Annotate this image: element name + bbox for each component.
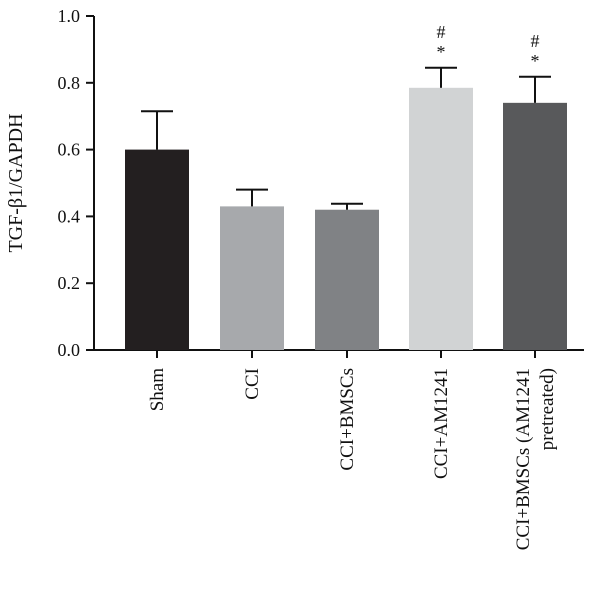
- y-tick-label: 1.0: [58, 6, 81, 26]
- y-tick-label: 0.4: [58, 206, 81, 226]
- significance-marker: *: [531, 51, 540, 71]
- bar: [315, 209, 379, 350]
- category-label-group: CCI: [242, 368, 263, 400]
- category-label-group: Sham: [147, 368, 168, 412]
- y-tick-label: 0.6: [58, 140, 81, 160]
- significance-marker: #: [531, 31, 540, 51]
- y-ticks: 0.0 0.2 0.4 0.6 0.8 1.0: [58, 6, 94, 360]
- bar: [220, 206, 284, 350]
- bar: [125, 149, 189, 350]
- y-tick-label: 0.0: [58, 340, 81, 360]
- bar: [503, 102, 567, 350]
- bars: [125, 87, 567, 358]
- significance-marker: #: [437, 22, 446, 42]
- category-label: Sham: [147, 368, 168, 412]
- category-label: CCI: [242, 368, 263, 400]
- category-label-group: CCI+AM1241: [431, 368, 452, 479]
- bar: [409, 87, 473, 350]
- significance-markers: #*#*: [437, 22, 540, 71]
- category-label-group: CCI+BMSCs (AM1241 pretreated): [513, 368, 558, 550]
- error-bars: [141, 66, 551, 210]
- category-label: CCI+AM1241: [431, 368, 452, 479]
- category-labels: Sham CCI CCI+BMSCs CCI+AM1241 CCI+BMSCs (AM1…: [147, 368, 558, 551]
- category-label: CCI+BMSCs (AM1241: [513, 368, 534, 550]
- y-axis-title: TGF-β1/GAPDH: [5, 113, 27, 252]
- category-label: pretreated): [537, 368, 558, 450]
- category-label-group: CCI+BMSCs: [337, 368, 358, 471]
- y-tick-label: 0.2: [58, 273, 81, 293]
- y-axis-title-group: TGF-β1/GAPDH: [5, 113, 27, 252]
- significance-marker: *: [437, 42, 446, 62]
- category-label: CCI+BMSCs: [337, 368, 358, 471]
- y-tick-label: 0.8: [58, 73, 81, 93]
